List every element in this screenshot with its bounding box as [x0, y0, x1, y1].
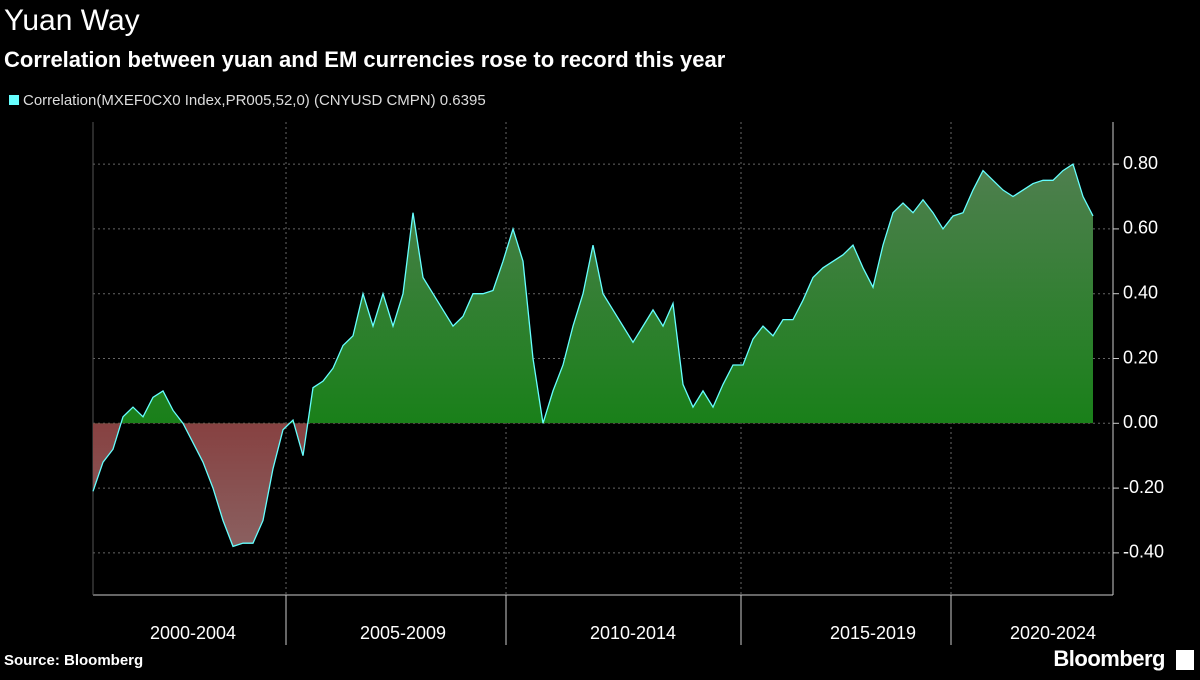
y-tick-label: 0.60	[1123, 218, 1158, 238]
area-negative	[93, 423, 1093, 547]
x-tick-label: 2005-2009	[360, 623, 446, 643]
y-tick-label: 0.80	[1123, 153, 1158, 173]
chart-title: Yuan Way	[4, 4, 140, 37]
x-tick-label: 2015-2019	[830, 623, 916, 643]
y-tick-label: 0.40	[1123, 282, 1158, 302]
y-tick-label: -0.40	[1123, 542, 1164, 562]
legend-swatch	[9, 95, 19, 105]
y-tick-label: 0.00	[1123, 412, 1158, 432]
legend-label: Correlation(MXEF0CX0 Index,PR005,52,0) (…	[23, 92, 486, 109]
brand-icon	[1176, 650, 1194, 670]
x-tick-label: 2000-2004	[150, 623, 236, 643]
x-tick-label: 2010-2014	[590, 623, 676, 643]
x-tick-label: 2020-2024	[1010, 623, 1096, 643]
y-tick-label: -0.20	[1123, 477, 1164, 497]
chart-subtitle: Correlation between yuan and EM currenci…	[4, 47, 726, 72]
line	[92, 163, 1094, 548]
source: Source: Bloomberg	[4, 652, 143, 669]
y-tick-label: 0.20	[1123, 347, 1158, 367]
area-positive	[120, 164, 1093, 424]
brand-logo: Bloomberg	[1053, 646, 1165, 671]
